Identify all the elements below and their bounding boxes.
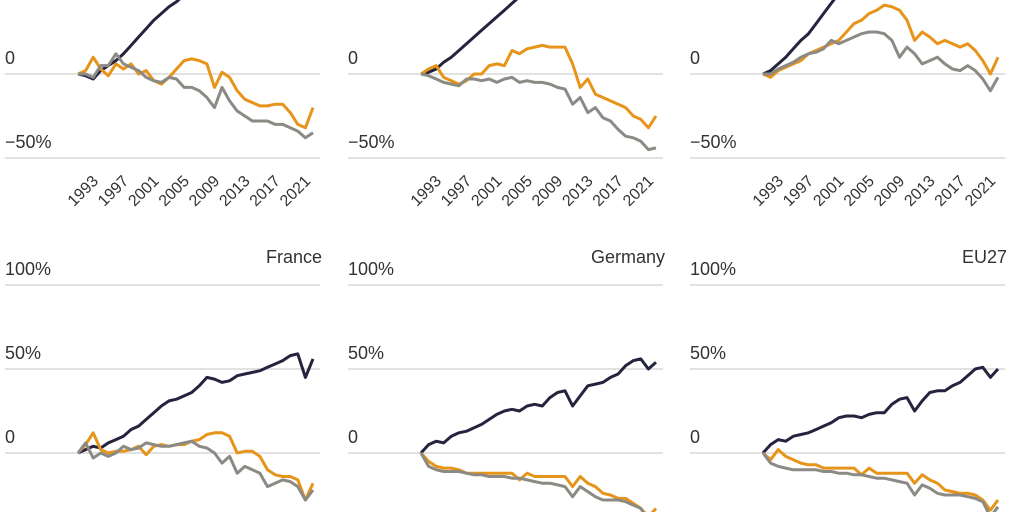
x-tick-label: 2005 xyxy=(499,173,536,210)
y-tick-label: 0 xyxy=(5,427,15,447)
x-tick-label: 1993 xyxy=(65,173,102,210)
y-tick-label: 50% xyxy=(5,343,41,363)
panel-title: France xyxy=(266,247,322,267)
y-tick-label: 0 xyxy=(5,48,15,68)
x-tick-label: 2009 xyxy=(529,173,566,210)
x-tick-label: 2005 xyxy=(841,173,878,210)
x-tick-label: 2021 xyxy=(277,173,314,210)
panel-title: EU27 xyxy=(962,247,1007,267)
series-line xyxy=(420,72,657,152)
panel: −50%050%100%EU27 xyxy=(690,247,1007,512)
series-line xyxy=(762,448,1000,512)
series-line xyxy=(419,452,645,512)
x-tick-label: 1997 xyxy=(438,173,475,210)
x-tick-label: 1997 xyxy=(780,173,817,210)
y-tick-label: −50% xyxy=(690,132,737,152)
y-tick-label: 0 xyxy=(348,427,358,447)
x-tick-label: 2001 xyxy=(125,173,162,210)
x-tick-label: 2009 xyxy=(871,173,908,210)
y-tick-label: 50% xyxy=(690,343,726,363)
x-tick-label: 2021 xyxy=(620,173,657,210)
y-tick-label: 100% xyxy=(348,259,394,279)
panel-title: Germany xyxy=(591,247,665,267)
series-line xyxy=(76,439,315,502)
y-tick-label: 0 xyxy=(690,427,700,447)
series-line xyxy=(420,0,519,76)
x-tick-label: 2009 xyxy=(186,173,223,210)
series-line xyxy=(762,0,836,76)
x-tick-label: 2017 xyxy=(932,173,969,210)
x-tick-label: 2013 xyxy=(559,173,596,210)
series-line xyxy=(761,452,1000,512)
series-line xyxy=(77,352,315,455)
series-line xyxy=(419,357,657,455)
series-line xyxy=(761,365,1000,455)
x-tick-label: 1993 xyxy=(750,173,787,210)
series-line xyxy=(763,30,1000,93)
x-tick-label: 2001 xyxy=(810,173,847,210)
x-tick-label: 2005 xyxy=(156,173,193,210)
y-tick-label: 0 xyxy=(690,48,700,68)
panel: −50%050%100%France xyxy=(5,247,322,512)
series-line xyxy=(762,3,1000,79)
y-tick-label: 50% xyxy=(348,343,384,363)
series-line xyxy=(77,55,315,130)
panel: −50%050%100%Germany xyxy=(348,247,665,512)
y-tick-label: 0 xyxy=(348,48,358,68)
y-tick-label: 100% xyxy=(5,259,51,279)
x-tick-label: 2001 xyxy=(468,173,505,210)
x-tick-label: 1997 xyxy=(95,173,132,210)
x-tick-label: 2013 xyxy=(901,173,938,210)
y-tick-label: −50% xyxy=(348,132,395,152)
y-tick-label: 100% xyxy=(690,259,736,279)
series-line xyxy=(78,52,314,140)
x-tick-label: 2021 xyxy=(962,173,999,210)
series-line xyxy=(77,0,181,81)
x-tick-label: 2013 xyxy=(216,173,253,210)
x-tick-label: 1993 xyxy=(408,173,445,210)
y-tick-label: −50% xyxy=(5,132,52,152)
x-tick-label: 2017 xyxy=(247,173,284,210)
x-tick-label: 2017 xyxy=(590,173,627,210)
